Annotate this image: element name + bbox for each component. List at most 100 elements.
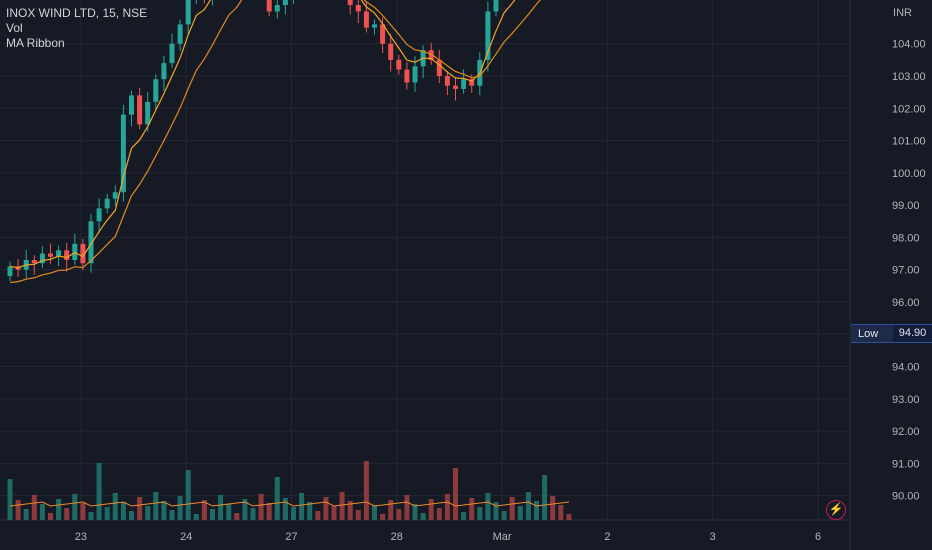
y-tick-label: 94.00 [892,362,920,374]
volume-bar [88,512,94,520]
volume-bar [258,494,264,520]
volume-bar [291,507,296,520]
volume-bar [525,492,531,520]
volume-bar [485,493,491,520]
volume-bar [315,511,321,520]
candle-body [469,79,475,86]
volume-bar [15,500,21,520]
candle-body [404,69,410,83]
candle-body [112,192,118,199]
x-tick-label: 24 [180,531,192,543]
volume-bar [372,505,377,520]
volume-bar [185,470,191,520]
candle-body [266,0,272,12]
candle-body [169,43,175,64]
volume-bar [31,495,37,520]
candle-body [104,198,110,209]
y-tick-label: 97.00 [892,265,920,277]
volume-bar [177,496,183,520]
volume-bar [161,501,167,520]
volume-bar [566,514,572,520]
candle-body [355,5,361,12]
candle-body [31,260,37,264]
volume-ma-line [9,501,569,507]
currency-unit: INR [893,7,912,19]
volume-indicator-label[interactable]: Vol [6,21,23,35]
volume-bar [129,511,134,520]
candle-body [120,114,126,193]
volume-bar [558,505,564,520]
volume-bar [453,468,458,520]
candle-body [56,250,62,257]
volume-bar [201,500,207,520]
candle-body [137,95,143,125]
volume-bar [282,498,288,520]
candle-body [412,66,418,83]
y-tick-label: 96.00 [892,297,920,309]
low-price-badge: Low 94.90 [851,324,932,343]
volume-bar [307,502,313,520]
x-tick-label: Mar [493,531,512,543]
volume-bar [469,498,475,520]
y-tick-label: 101.00 [892,136,926,148]
volume-bar [56,499,62,520]
candle-body [7,266,13,277]
candle-body [161,63,167,80]
volume-bar [420,513,426,520]
x-tick-label: 2 [604,531,610,543]
candle-body [347,0,353,5]
candle-body [493,0,499,12]
volume-bar [72,494,78,520]
volume-bar [388,500,394,520]
candle-body [372,24,377,28]
ma-ribbon-indicator-label[interactable]: MA Ribbon [6,36,65,50]
candle-body [72,243,78,260]
candle-body [129,95,134,115]
volume-bar [412,504,418,520]
volume-bar [323,497,329,520]
volume-bar [226,504,232,520]
candle-body [80,243,86,264]
x-tick-label: 23 [75,531,87,543]
volume-bar [169,510,175,520]
volume-bar [542,475,548,520]
volume-bar [250,508,256,520]
candle-body [453,85,458,89]
symbol-title[interactable]: INOX WIND LTD, 15, NSE [6,6,148,20]
volume-bar [299,493,305,520]
x-tick-label: 27 [285,531,297,543]
y-tick-label: 103.00 [892,71,926,83]
volume-bar [396,509,402,520]
low-badge-value: 94.90 [893,325,932,342]
volume-bar [64,508,70,520]
candle-body [461,79,467,89]
volume-bar [242,499,248,520]
volume-bar [210,509,215,520]
candle-body [185,0,191,25]
y-tick-label: 98.00 [892,232,920,244]
candle-body [388,43,394,60]
volume-bar [7,479,13,520]
volume-bar [509,497,515,520]
volume-bar [363,461,369,520]
volume-bar [355,510,361,520]
x-tick-label: 3 [710,531,716,543]
volume-bar [274,477,280,520]
volume-bar [193,514,199,520]
lightning-bolt-icon[interactable]: ⚡ [826,500,846,520]
volume-bar [39,504,45,520]
volume-bar [145,506,151,520]
candle-body [380,24,386,44]
volume-bar [112,493,118,520]
candle-body [177,24,183,44]
candle-body [88,221,94,264]
volume-bar [234,513,240,520]
y-tick-label: 92.00 [892,426,920,438]
volume-bar [493,502,499,520]
volume-bar [48,513,53,520]
volume-bar [550,496,556,520]
candle-body [153,79,159,102]
candle-body [274,5,280,12]
